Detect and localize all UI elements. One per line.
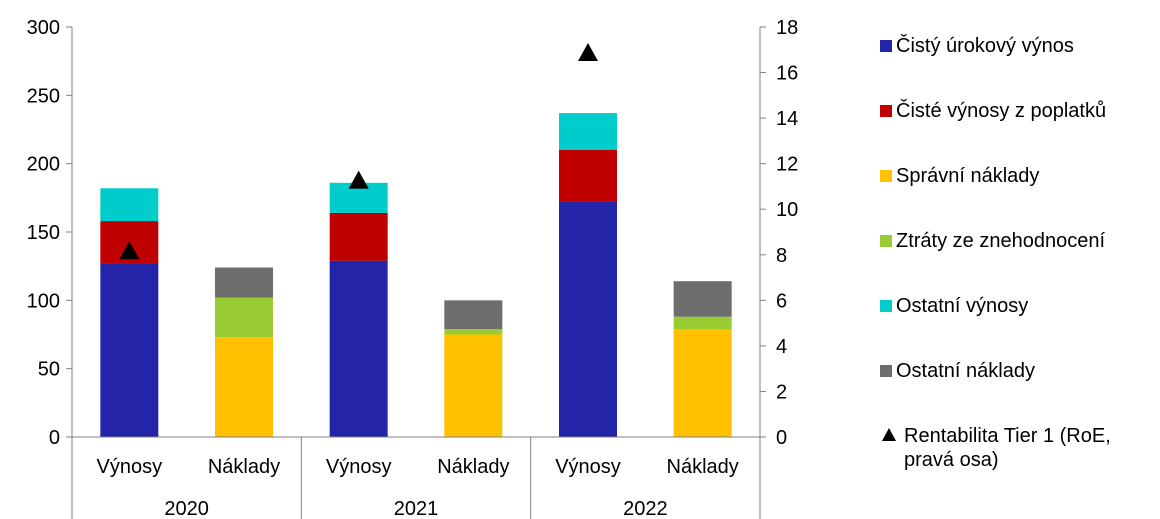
y-tick-label-2: 100	[27, 290, 60, 312]
x-tick-label-3: Náklady	[437, 456, 509, 478]
bar-segment-s0-c4	[559, 201, 617, 437]
y2-tick-label-8: 16	[776, 63, 798, 85]
y-tick-label-0: 0	[49, 427, 60, 449]
group-label-2: 2022	[623, 498, 668, 519]
legend-item-admin-costs: Správní náklady	[880, 164, 1039, 188]
y2-tick-label-4: 8	[776, 245, 787, 267]
legend-swatch-impairment	[880, 235, 892, 247]
x-tick-label-2: Výnosy	[326, 456, 392, 478]
legend-swatch-fees	[880, 105, 892, 117]
legend-item-other-costs: Ostatní náklady	[880, 359, 1035, 383]
bar-segment-s4-c4	[559, 113, 617, 150]
y2-tick-label-3: 6	[776, 290, 787, 312]
bar-segment-s3-c1	[215, 297, 273, 338]
legend-item-net-interest: Čistý úrokový výnos	[880, 34, 1074, 58]
x-tick-label-0: Výnosy	[97, 456, 163, 478]
bar-segment-s4-c0	[100, 188, 159, 222]
bar-segment-s0-c2	[329, 260, 388, 437]
y2-tick-label-5: 10	[776, 199, 798, 221]
y-tick-label-6: 300	[27, 17, 60, 39]
y2-tick-label-1: 2	[776, 381, 787, 403]
y-tick-label-4: 200	[27, 154, 60, 176]
legend-label-other-income: Ostatní výnosy	[896, 295, 1029, 317]
chart-area: 0 50 100 150 200 250 300 0 2 4 6 8 10 12 14 16 18 Výnosy N…	[27, 17, 798, 519]
bar-segment-s3-c5	[673, 316, 732, 330]
y2-tick-label-2: 4	[776, 336, 787, 358]
legend-label-other-costs: Ostatní náklady	[896, 360, 1035, 382]
bar-segment-s3-c3	[444, 329, 503, 335]
y2-tick-label-7: 14	[776, 108, 798, 130]
y-tick-label-3: 150	[27, 222, 60, 244]
legend-label-roe: Rentabilita Tier 1 (RoE, pravá osa)	[904, 425, 1111, 471]
x-tick-label-4: Výnosy	[555, 456, 621, 478]
legend-label-impairment: Ztráty ze znehodnocení	[896, 230, 1106, 252]
bar-segment-s0-c0	[100, 263, 159, 437]
x-tick-label-1: Náklady	[208, 456, 280, 478]
bar-segment-s5-c1	[215, 267, 273, 298]
y-tick-label-1: 50	[38, 359, 60, 381]
legend-swatch-other-income	[880, 300, 892, 312]
roe-marker-1	[348, 170, 369, 189]
legend-item-impairment: Ztráty ze znehodnocení	[880, 229, 1105, 253]
bar-segment-s5-c5	[673, 281, 732, 317]
legend-label-admin-costs: Správní náklady	[896, 165, 1040, 187]
bar-segment-s1-c2	[329, 212, 388, 261]
legend-label-fees: Čisté výnosy z poplatků	[896, 100, 1107, 122]
legend-swatch-other-costs	[880, 365, 892, 377]
group-label-0: 2020	[164, 498, 209, 519]
x-tick-label-5: Náklady	[667, 456, 739, 478]
y2-tick-label-6: 12	[776, 154, 798, 176]
legend-label-net-interest: Čistý úrokový výnos	[896, 35, 1074, 57]
bar-segment-s1-c4	[559, 150, 617, 202]
legend-item-fees: Čisté výnosy z poplatků	[880, 99, 1106, 123]
group-label-1: 2021	[394, 498, 439, 519]
triangle-icon	[882, 428, 896, 441]
bar-segment-s2-c5	[673, 329, 732, 437]
roe-marker-0	[119, 241, 140, 260]
legend-item-other-income: Ostatní výnosy	[880, 294, 1028, 318]
bar-segment-s5-c3	[444, 300, 503, 330]
legend-swatch-admin-costs	[880, 170, 892, 182]
y2-tick-label-9: 18	[776, 17, 798, 39]
roe-marker-2	[578, 43, 598, 62]
y2-tick-label-0: 0	[776, 427, 787, 449]
legend-item-roe: Rentabilita Tier 1 (RoE, pravá osa)	[880, 424, 1154, 472]
bar-segment-s2-c3	[444, 334, 503, 437]
legend-swatch-net-interest	[880, 40, 892, 52]
y-tick-label-5: 250	[27, 85, 60, 107]
legend: Čistý úrokový výnos Čisté výnosy z popla…	[880, 0, 1160, 519]
bar-segment-s2-c1	[215, 337, 273, 437]
